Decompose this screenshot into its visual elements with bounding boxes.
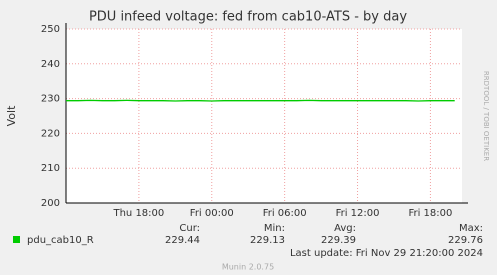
x-tick-label: Thu 18:00 [112, 208, 164, 219]
stat-value: 229.13 [250, 235, 285, 246]
y-tick-label: 240 [41, 59, 60, 70]
y-tick-label: 200 [41, 198, 60, 209]
watermark: RRDTOOL / TOBI OETIKER [482, 71, 490, 161]
x-tick-label: Fri 18:00 [408, 208, 452, 219]
x-tick-label: Fri 00:00 [190, 208, 234, 219]
x-tick-label: Fri 12:00 [336, 208, 380, 219]
stat-header: Max: [459, 223, 483, 234]
stat-value: 229.44 [165, 235, 200, 246]
last-update: Last update: Fri Nov 29 21:20:00 2024 [290, 248, 483, 259]
stat-header: Min: [264, 223, 285, 234]
y-tick-label: 210 [41, 163, 60, 174]
stat-value: 229.39 [321, 235, 356, 246]
stat-header: Avg: [334, 223, 356, 234]
footer: Munin 2.0.75 [222, 263, 274, 272]
plot-area [66, 29, 462, 203]
y-axis-label: Volt [5, 105, 18, 126]
stat-header: Cur: [179, 223, 200, 234]
legend-swatch [13, 236, 20, 243]
stat-value: 229.76 [448, 235, 483, 246]
legend-label: pdu_cab10_R [27, 235, 94, 246]
y-tick-label: 220 [41, 128, 60, 139]
data-line [66, 99, 455, 102]
x-tick-label: Fri 06:00 [263, 208, 307, 219]
y-tick-label: 250 [41, 24, 60, 35]
y-tick-label: 230 [41, 94, 60, 105]
chart-title: PDU infeed voltage: fed from cab10-ATS -… [89, 10, 407, 25]
